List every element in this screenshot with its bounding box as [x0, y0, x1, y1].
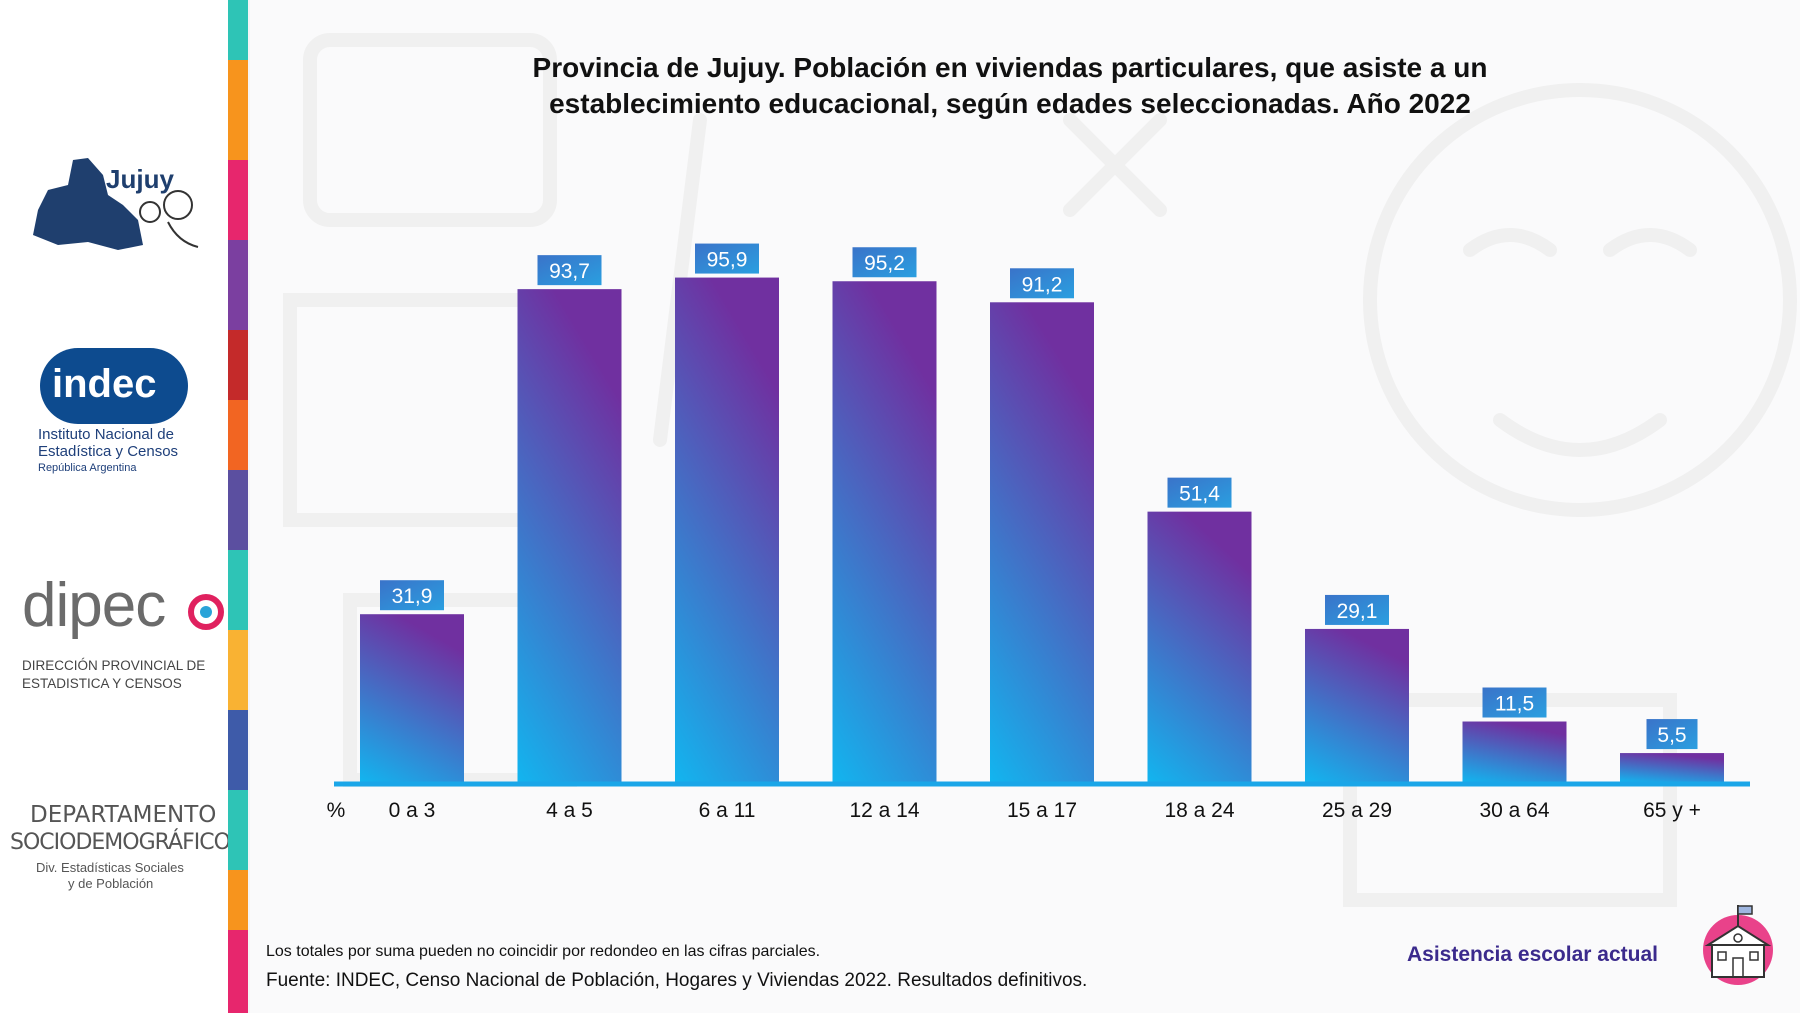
indec-name-line1: Instituto Nacional de [38, 426, 174, 443]
x-tick-label: 15 a 17 [1007, 799, 1077, 822]
dipec-logo-text: dipec [22, 571, 166, 640]
x-tick-label: 65 y + [1643, 799, 1701, 822]
school-icon [1703, 905, 1773, 985]
topic-label: Asistencia escolar actual [1407, 943, 1658, 966]
data-label-bg [852, 247, 917, 278]
data-label-bg [537, 255, 602, 286]
data-label-text: 29,1 [1337, 600, 1378, 623]
data-label-bg [1167, 477, 1232, 508]
dipec-logo: dipec DIRECCIÓN PROVINCIAL DE ESTADISTIC… [22, 570, 224, 691]
source-note: Fuente: INDEC, Censo Nacional de Poblaci… [266, 970, 1088, 991]
data-label: 11,5 [1482, 687, 1547, 718]
x-tick-label: 25 a 29 [1322, 799, 1392, 822]
data-label: 93,7 [537, 255, 602, 286]
logo-sidebar: Jujuy indec Instituto Nacional de Estadí… [0, 0, 231, 1013]
x-tick-label: 18 a 24 [1164, 799, 1234, 822]
data-label-bg [380, 580, 444, 611]
data-label: 31,9 [380, 580, 444, 611]
data-label: 95,9 [695, 243, 759, 274]
data-label-text: 91,2 [1022, 273, 1063, 296]
data-label-text: 95,2 [864, 252, 905, 275]
dipec-circle-icon [188, 594, 224, 630]
dipec-name-line1: DIRECCIÓN PROVINCIAL DE [22, 658, 206, 673]
data-label-bg [1646, 719, 1698, 750]
data-label-text: 93,7 [549, 260, 590, 283]
indec-name-line3: República Argentina [38, 462, 137, 474]
indec-logo: indec Instituto Nacional de Estadística … [36, 348, 216, 478]
indec-badge [40, 348, 188, 424]
bar-6-a-11 [675, 277, 779, 782]
data-label: 51,4 [1167, 477, 1232, 508]
data-label-bg [1010, 268, 1074, 299]
dipec-name-line2: ESTADISTICA Y CENSOS [22, 676, 182, 691]
jujuy-logo: Jujuy [28, 150, 208, 260]
chart-title-line1: Provincia de Jujuy. Población en viviend… [532, 52, 1488, 83]
x-tick-label: 6 a 11 [699, 799, 756, 822]
footnote: Los totales por suma pueden no coincidir… [266, 943, 821, 960]
data-label: 5,5 [1646, 719, 1698, 750]
data-label: 91,2 [1010, 268, 1074, 299]
bar-4-a-5 [517, 289, 622, 782]
x-tick-label: 12 a 14 [849, 799, 919, 822]
departamento-logo: DEPARTAMENTO SOCIODEMOGRÁFICO Div. Estad… [8, 802, 231, 902]
chart-title-line2: establecimiento educacional, según edade… [549, 88, 1471, 119]
departamento-line3: Div. Estadísticas Sociales [36, 860, 184, 875]
bar-15-a-17 [990, 302, 1094, 782]
chart-title: Provincia de Jujuy. Población en viviend… [440, 50, 1580, 122]
departamento-line1: DEPARTAMENTO [30, 802, 217, 828]
data-label-bg [695, 243, 759, 274]
data-label: 95,2 [852, 247, 917, 278]
bar-18-a-24 [1147, 511, 1252, 782]
indec-name-line2: Estadística y Censos [38, 443, 179, 460]
data-label-bg [1325, 594, 1389, 625]
data-label-text: 11,5 [1495, 693, 1534, 716]
data-label-text: 51,4 [1179, 483, 1220, 506]
bar-12-a-14 [832, 281, 937, 782]
bar-30-a-64 [1462, 721, 1567, 782]
indec-logo-text: indec [52, 362, 157, 406]
data-label-text: 95,9 [707, 249, 748, 272]
jujuy-map-icon [33, 158, 199, 250]
x-tick-label: 30 a 64 [1479, 799, 1549, 822]
jujuy-logo-text: Jujuy [106, 164, 174, 194]
departamento-line4: y de Población [68, 876, 154, 891]
bar-25-a-29 [1305, 628, 1409, 782]
bar-0-a-3 [360, 614, 464, 782]
data-label-text: 31,9 [392, 585, 433, 608]
data-label: 29,1 [1325, 594, 1389, 625]
x-tick-label: 4 a 5 [546, 799, 593, 822]
data-label-bg [1482, 687, 1547, 718]
bar-65-y-plus [1620, 753, 1724, 782]
decorative-stripe [228, 0, 248, 1013]
unit-label: % [327, 799, 346, 822]
data-label-text: 5,5 [1657, 724, 1686, 747]
departamento-line2: SOCIODEMOGRÁFICO [10, 830, 231, 855]
x-tick-label: 0 a 3 [389, 799, 436, 822]
